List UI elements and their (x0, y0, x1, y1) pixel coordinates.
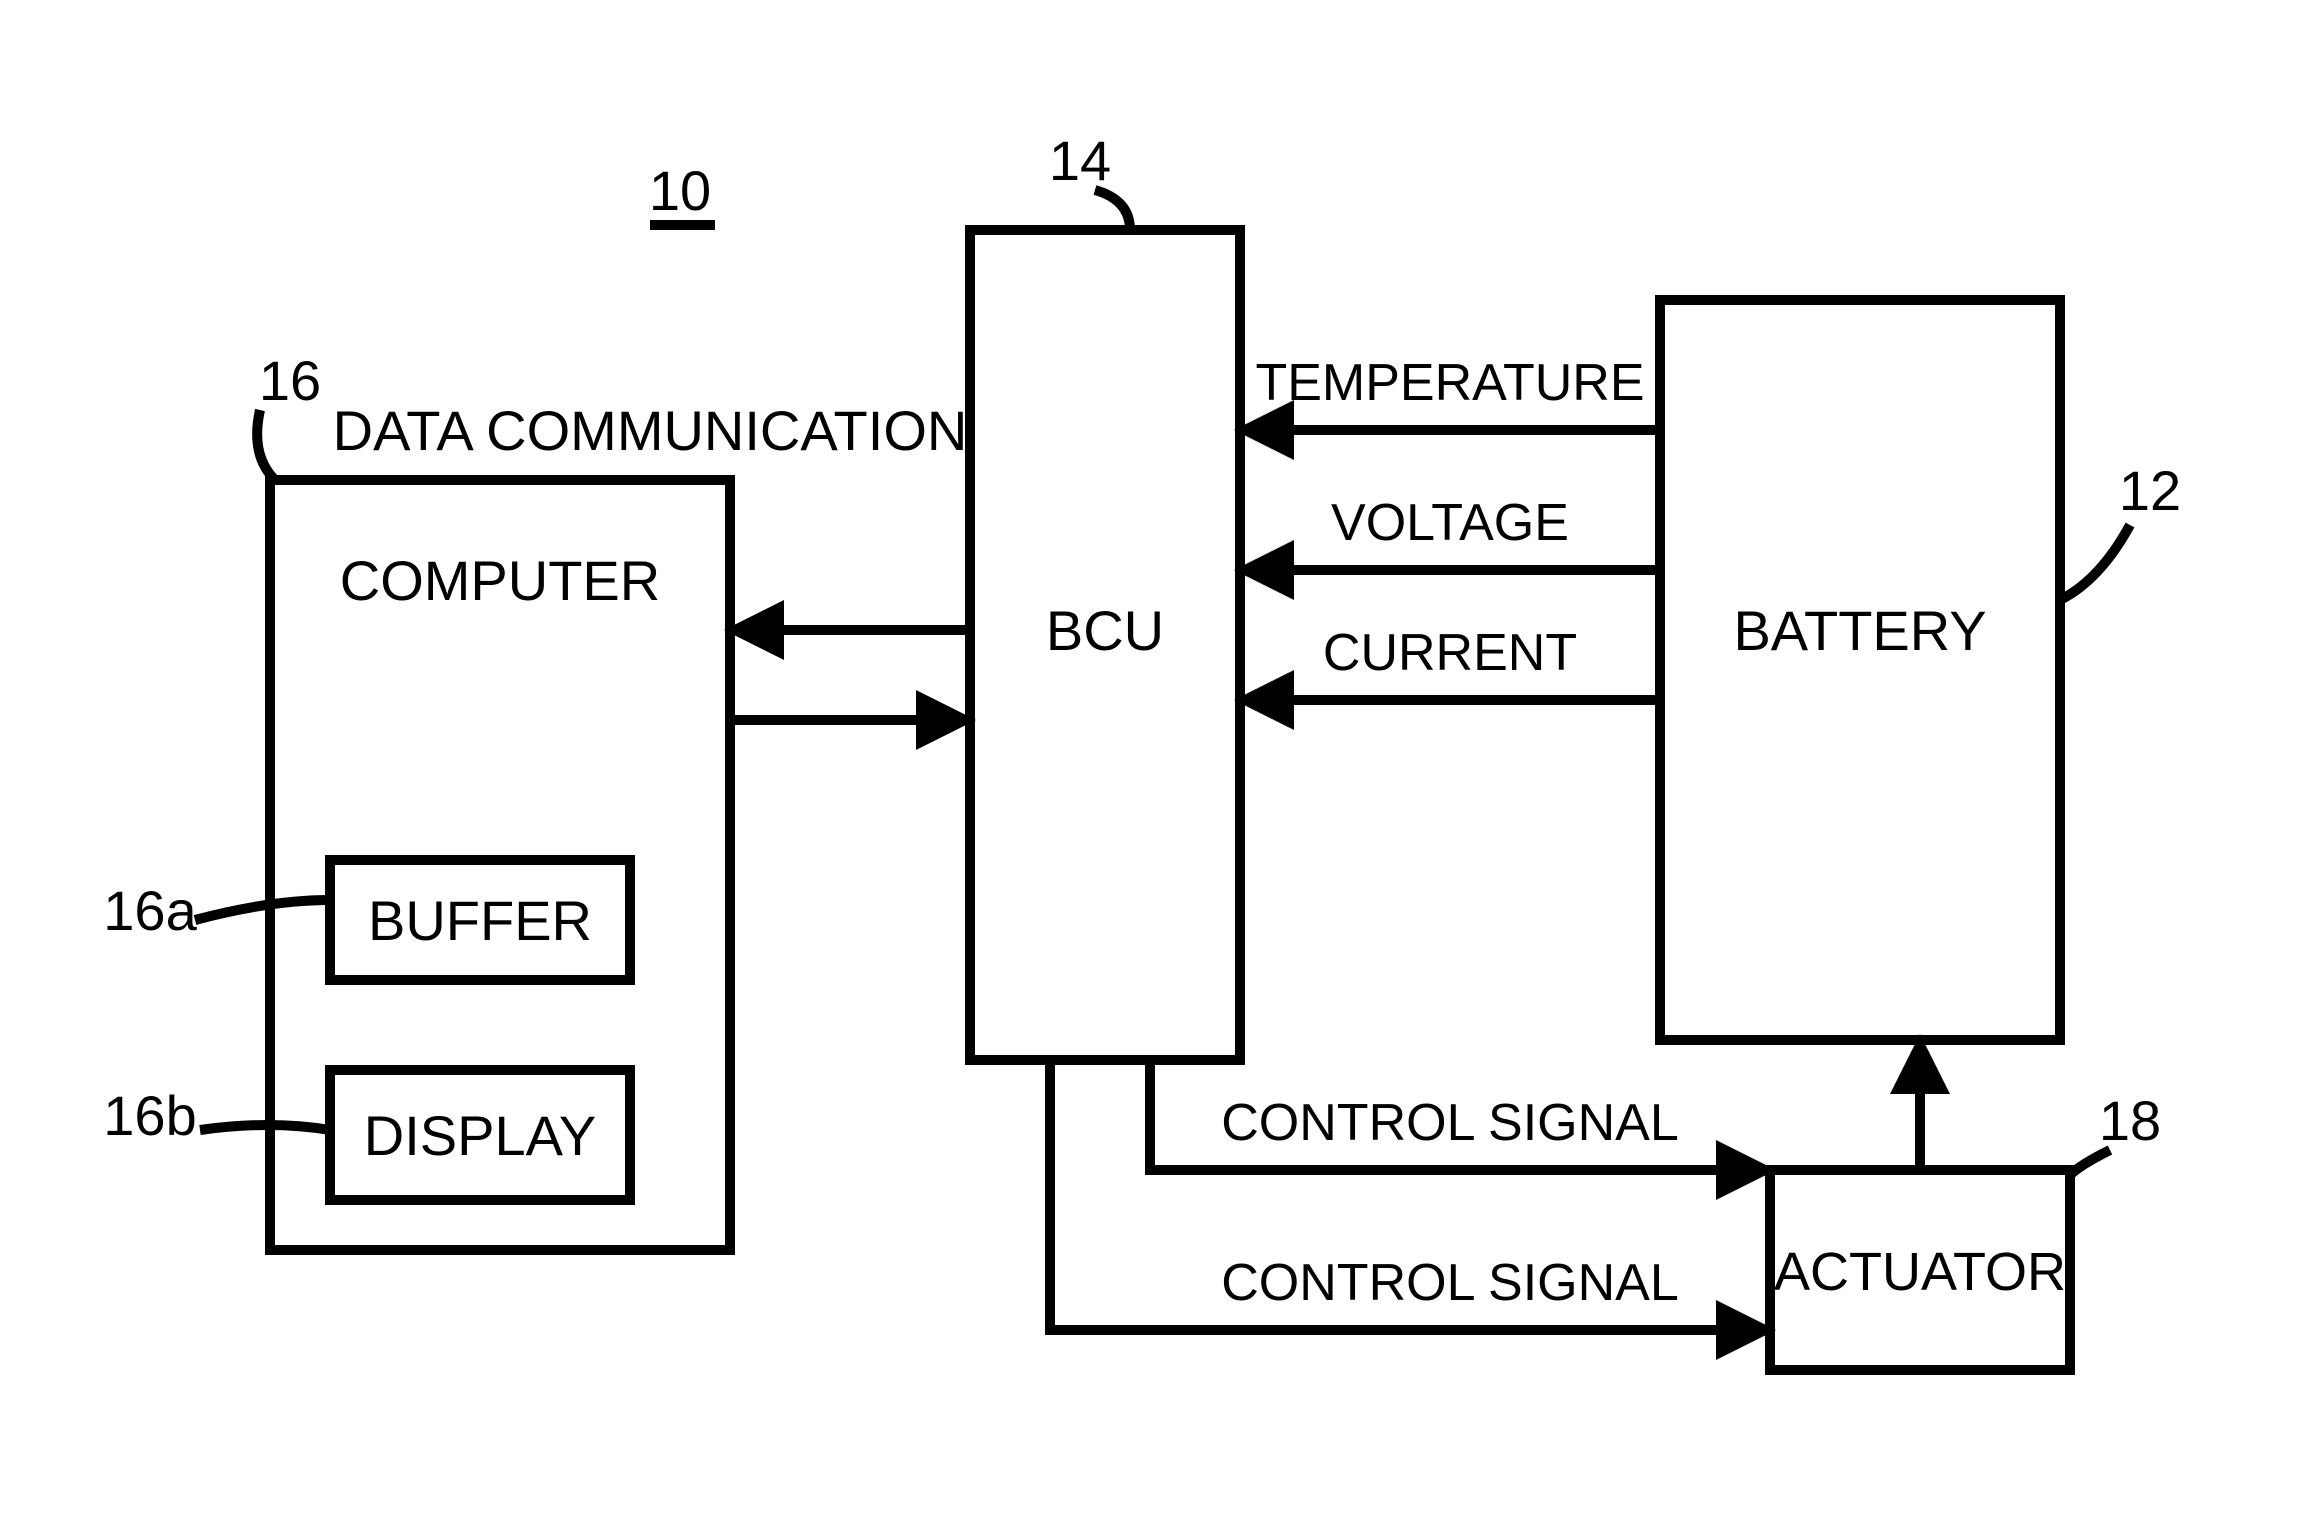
actuator-label: ACTUATOR (1774, 1242, 2066, 1302)
ref-system: 10 (649, 159, 711, 222)
control1-label: CONTROL SIGNAL (1221, 1094, 1679, 1152)
ref-buffer: 16a (103, 879, 197, 942)
ref-display: 16b (103, 1084, 196, 1147)
computer-label: COMPUTER (340, 549, 660, 612)
data-comm-label: DATA COMMUNICATION (333, 399, 968, 462)
ref-battery: 12 (2119, 459, 2181, 522)
temperature-label: TEMPERATURE (1255, 354, 1644, 412)
current-label: CURRENT (1323, 624, 1577, 682)
ref-actuator: 18 (2099, 1089, 2161, 1152)
bcu-label: BCU (1046, 599, 1164, 662)
ref-bcu: 14 (1049, 129, 1111, 192)
ref-computer: 16 (259, 349, 321, 412)
voltage-label: VOLTAGE (1331, 494, 1569, 552)
battery-box (1660, 300, 2060, 1040)
control2-label: CONTROL SIGNAL (1221, 1254, 1679, 1312)
display-label: DISPLAY (364, 1104, 596, 1167)
battery-label: BATTERY (1733, 599, 1986, 662)
buffer-label: BUFFER (368, 889, 592, 952)
